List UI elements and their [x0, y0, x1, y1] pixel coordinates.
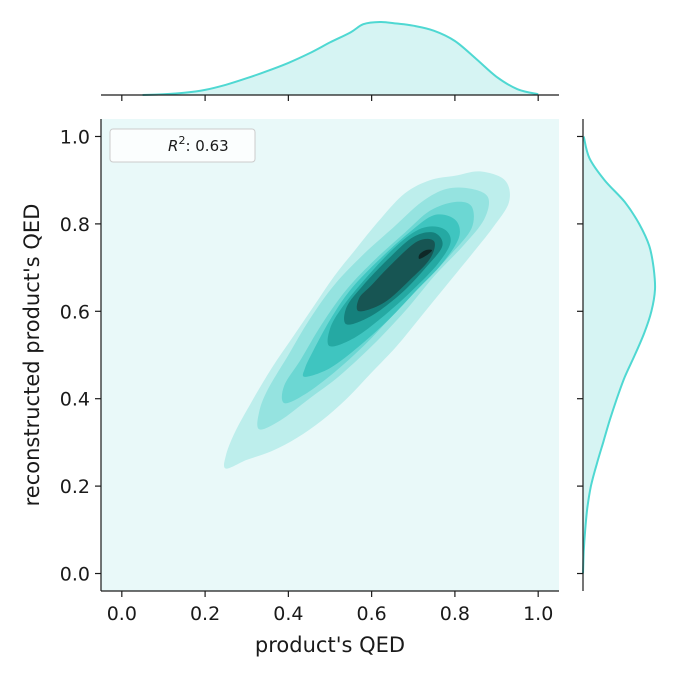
- legend-value: : 0.63: [185, 137, 228, 155]
- legend-box: [109, 128, 256, 163]
- top-marginal-fill: [142, 21, 539, 95]
- x-ticks: 0.0 0.2 0.4 0.6 0.8 1.0: [107, 591, 553, 625]
- x-tick-label: 0.2: [190, 603, 220, 625]
- y-ticks: 0.0 0.2 0.4 0.6 0.8 1.0: [60, 126, 101, 586]
- x-tick-label: 0.0: [107, 603, 137, 625]
- x-axis-label: product's QED: [255, 633, 405, 657]
- y-tick-label: 0.0: [60, 564, 90, 586]
- x-tick-label: 1.0: [523, 603, 553, 625]
- legend-superscript: 2: [178, 134, 185, 147]
- y-axis-label: reconstructed product's QED: [20, 204, 44, 507]
- y-tick-label: 0.2: [60, 476, 90, 498]
- right-marginal-kde: [577, 119, 657, 591]
- contour-level-7: [356, 238, 435, 312]
- top-marginal-kde: [101, 20, 559, 101]
- y-tick-label: 0.4: [60, 389, 90, 411]
- contour-level-8: [418, 249, 433, 259]
- top-marginal-line: [142, 20, 539, 96]
- legend: R2: 0.63: [109, 128, 256, 163]
- y-tick-label: 0.6: [60, 301, 90, 323]
- y-tick-label: 0.8: [60, 214, 90, 236]
- y-tick-label: 1.0: [60, 126, 90, 148]
- top-marginal-ticks: [121, 95, 539, 101]
- kde-contours: [223, 171, 510, 469]
- right-marginal-line: [582, 136, 657, 574]
- x-tick-label: 0.6: [357, 603, 387, 625]
- legend-symbol: R: [168, 137, 178, 155]
- x-tick-label: 0.4: [273, 603, 303, 625]
- x-tick-label: 0.8: [440, 603, 470, 625]
- legend-text: R2: 0.63: [168, 134, 229, 155]
- right-marginal-fill: [583, 136, 656, 574]
- right-marginal-ticks: [577, 135, 583, 575]
